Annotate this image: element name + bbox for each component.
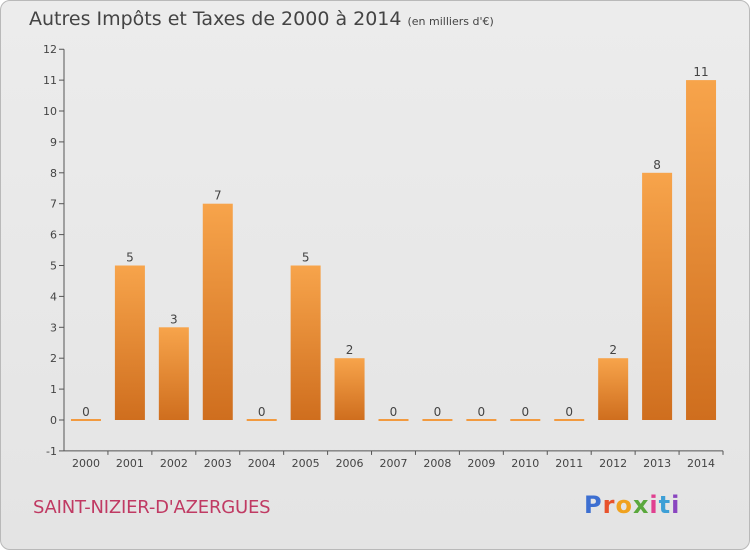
bar (290, 265, 321, 420)
bar (246, 419, 277, 421)
y-tick-label: 11 (43, 74, 57, 87)
x-tick-label: 2012 (599, 457, 627, 470)
bar (510, 419, 541, 421)
bar-value-label: 0 (565, 405, 573, 419)
bars (70, 80, 717, 421)
bar-value-label: 0 (521, 405, 529, 419)
bar-value-label: 0 (478, 405, 486, 419)
logo-letter: t (658, 491, 672, 519)
x-tick-label: 2003 (204, 457, 232, 470)
bar (70, 419, 101, 421)
bar-value-label: 0 (390, 405, 398, 419)
bar-value-label: 2 (609, 343, 617, 357)
bar-value-label: 0 (82, 405, 90, 419)
data-labels: 0 5 3 7 0 5 2 0 0 0 0 0 2 8 11 (82, 65, 709, 419)
bar-value-label: 11 (693, 65, 708, 79)
y-tick-label: 8 (50, 167, 57, 180)
x-tick-label: 2001 (116, 457, 144, 470)
bar (422, 419, 453, 421)
bar-value-label: 7 (214, 189, 222, 203)
y-tick-label: -1 (46, 445, 57, 458)
y-tick-label: 12 (43, 43, 57, 56)
bar (642, 172, 673, 420)
y-tick-label: 6 (50, 229, 57, 242)
bar (466, 419, 497, 421)
bar-value-label: 3 (170, 312, 178, 326)
x-tick-label: 2000 (72, 457, 100, 470)
bar-value-label: 5 (302, 251, 310, 265)
logo-letter: r (602, 491, 616, 519)
bar (334, 358, 365, 420)
bar (202, 203, 233, 420)
x-tick-label: 2006 (336, 457, 364, 470)
y-tick-label: 5 (50, 260, 57, 273)
x-tick-label: 2005 (292, 457, 320, 470)
x-tick-label: 2004 (248, 457, 276, 470)
x-tick-label: 2010 (511, 457, 539, 470)
bar-value-label: 5 (126, 251, 134, 265)
chart-title-unit: (en milliers d'€) (407, 15, 494, 28)
location-name: SAINT-NIZIER-D'AZERGUES (33, 497, 271, 518)
y-tick-label: 7 (50, 198, 57, 211)
logo-letter: P (584, 491, 603, 519)
logo-letter: i (671, 491, 681, 519)
logo-letter: x (632, 491, 650, 519)
x-tick-label: 2007 (380, 457, 408, 470)
bar-value-label: 0 (434, 405, 442, 419)
bar (158, 327, 189, 420)
proxiti-logo: Proxiti (584, 491, 680, 519)
x-tick-label: 2002 (160, 457, 188, 470)
bar (378, 419, 409, 421)
chart-title: Autres Impôts et Taxes de 2000 à 2014 (en… (29, 8, 494, 30)
bar (114, 265, 145, 420)
y-tick-label: 0 (50, 414, 57, 427)
chart-title-text: Autres Impôts et Taxes de 2000 à 2014 (29, 8, 402, 30)
logo-letter: o (615, 491, 633, 519)
x-tick-label: 2014 (687, 457, 715, 470)
y-tick-label: 10 (43, 105, 57, 118)
y-tick-label: 9 (50, 136, 57, 149)
bar-value-label: 8 (653, 158, 661, 172)
y-tick-label: 3 (50, 321, 57, 334)
y-tick-label: 1 (50, 383, 57, 396)
x-tick-label: 2009 (467, 457, 495, 470)
bar (598, 358, 629, 420)
bar-value-label: 0 (258, 405, 266, 419)
x-tick-label: 2013 (643, 457, 671, 470)
bar-value-label: 2 (346, 343, 354, 357)
bar (686, 80, 717, 420)
y-tick-label: 2 (50, 352, 57, 365)
y-tick-label: 4 (50, 290, 57, 303)
x-tick-label: 2011 (555, 457, 583, 470)
bar (554, 419, 585, 421)
x-tick-label: 2008 (423, 457, 451, 470)
logo-letter: i (649, 491, 659, 519)
